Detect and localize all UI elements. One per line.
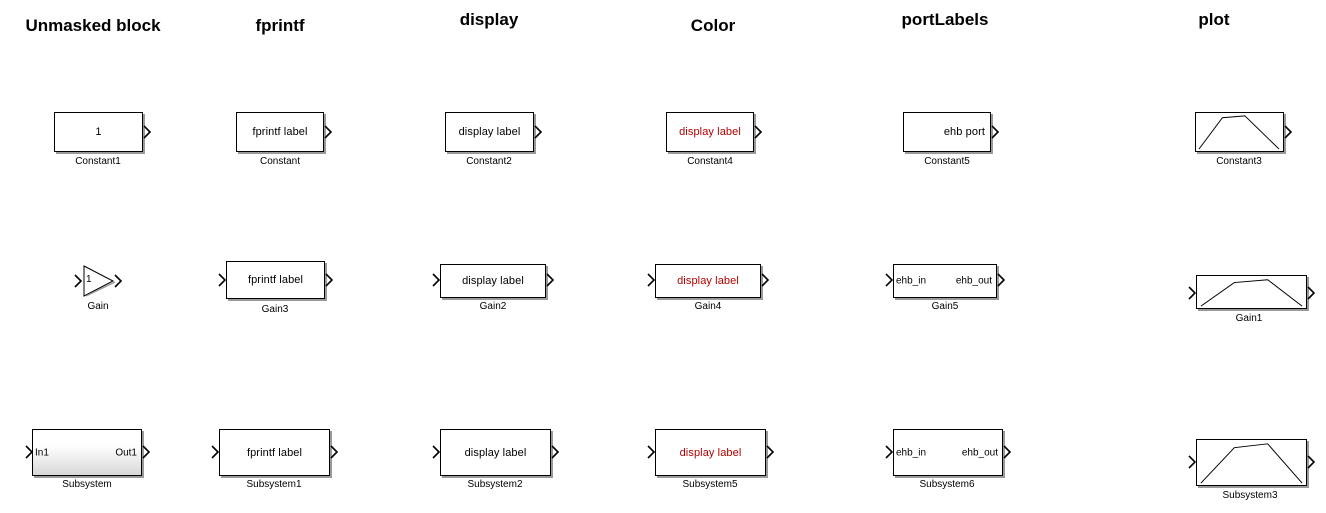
block-name[interactable]: Constant3 [1216, 156, 1262, 167]
block-name[interactable]: Gain4 [694, 301, 722, 312]
block-name[interactable]: Subsystem1 [246, 479, 302, 490]
block-subsystem2[interactable]: display label [440, 429, 551, 476]
block-constant[interactable]: fprintf label [236, 112, 324, 152]
input-port-icon[interactable] [218, 273, 227, 287]
heading-color: Color [690, 16, 736, 35]
block-text: 1 [95, 126, 102, 138]
block-text: display label [679, 126, 741, 138]
heading-plot: plot [1198, 10, 1230, 29]
plot-icon [1200, 279, 1303, 307]
block-gain4[interactable]: display label [655, 264, 761, 298]
output-port-icon[interactable] [330, 445, 339, 459]
output-port-label: Out1 [115, 447, 137, 458]
output-port-icon[interactable] [534, 125, 543, 139]
block-constant5[interactable]: ehb port [903, 112, 991, 152]
block-text: display label [458, 126, 521, 138]
block-name[interactable]: Gain1 [1235, 313, 1263, 324]
block-name[interactable]: Subsystem3 [1222, 490, 1278, 501]
input-port-icon[interactable] [211, 445, 220, 459]
heading-fprintf: fprintf [255, 16, 305, 35]
block-text: display label [462, 275, 524, 287]
block-gain2[interactable]: display label [440, 264, 546, 298]
block-constant4[interactable]: display label [666, 112, 754, 152]
output-port-icon[interactable] [997, 273, 1006, 287]
input-port-icon[interactable] [885, 445, 894, 459]
output-port-icon[interactable] [142, 445, 151, 459]
block-name[interactable]: Constant1 [75, 156, 121, 167]
block-name[interactable]: Gain3 [261, 304, 289, 315]
input-port-label: ehb_in [896, 447, 927, 458]
plot-icon [1200, 443, 1303, 484]
block-name[interactable]: Constant5 [924, 156, 970, 167]
output-port-icon[interactable] [551, 445, 560, 459]
input-port-icon[interactable] [74, 274, 83, 288]
block-name[interactable]: Gain [87, 301, 109, 312]
output-port-icon[interactable] [1284, 125, 1293, 139]
block-name[interactable]: Subsystem2 [467, 479, 523, 490]
input-port-icon[interactable] [885, 273, 894, 287]
block-gain1[interactable] [1196, 275, 1307, 309]
output-port-label: ehb_out [955, 275, 992, 287]
block-text: display label [677, 275, 739, 287]
block-constant3[interactable] [1195, 112, 1284, 152]
block-subsystem3[interactable] [1196, 439, 1307, 486]
block-subsystem5[interactable]: display label [655, 429, 766, 476]
block-name[interactable]: Subsystem5 [682, 479, 738, 490]
block-name[interactable]: Constant4 [687, 156, 733, 167]
input-port-icon[interactable] [432, 445, 441, 459]
output-port-icon[interactable] [754, 125, 763, 139]
block-subsystem6[interactable]: ehb_in ehb_out [893, 429, 1003, 476]
input-port-icon[interactable] [432, 273, 441, 287]
output-port-icon[interactable] [766, 445, 775, 459]
output-port-icon[interactable] [991, 125, 1000, 139]
output-port-icon[interactable] [1003, 445, 1012, 459]
gain-value: 1 [86, 274, 92, 285]
block-text: fprintf label [247, 274, 304, 286]
block-name[interactable]: Subsystem6 [919, 479, 975, 490]
output-port-icon[interactable] [761, 273, 770, 287]
block-subsystem1[interactable]: fprintf label [219, 429, 330, 476]
block-text: ehb port [943, 126, 985, 138]
block-text: display label [679, 446, 742, 459]
input-port-label: In1 [35, 447, 49, 458]
plot-icon [1198, 115, 1280, 150]
block-text: fprintf label [246, 446, 303, 459]
block-name[interactable]: Gain2 [479, 301, 507, 312]
heading-unmasked-block: Unmasked block [25, 16, 161, 35]
block-gain5[interactable]: ehb_in ehb_out [893, 264, 997, 298]
gain-triangle-icon[interactable] [82, 265, 123, 297]
heading-portlabels: portLabels [901, 10, 989, 29]
block-name[interactable]: Gain5 [931, 301, 959, 312]
input-port-icon[interactable] [1188, 286, 1197, 300]
output-port-icon[interactable] [325, 273, 334, 287]
output-port-icon[interactable] [324, 125, 333, 139]
input-port-icon[interactable] [1188, 455, 1197, 469]
output-port-icon[interactable] [143, 125, 152, 139]
input-port-icon[interactable] [647, 445, 656, 459]
block-name[interactable]: Subsystem [62, 479, 112, 490]
heading-display: display [459, 10, 519, 29]
block-text: display label [464, 446, 527, 459]
block-text: fprintf label [252, 126, 308, 138]
block-name[interactable]: Constant2 [466, 156, 512, 167]
block-constant2[interactable]: display label [445, 112, 534, 152]
output-port-icon[interactable] [1307, 286, 1316, 300]
block-name[interactable]: Constant [259, 156, 301, 167]
output-port-label: ehb_out [961, 447, 998, 458]
block-gain3[interactable]: fprintf label [226, 261, 325, 299]
input-port-label: ehb_in [896, 275, 927, 287]
output-port-icon[interactable] [546, 273, 555, 287]
output-port-icon[interactable] [1307, 455, 1316, 469]
block-constant1[interactable]: 1 [54, 112, 143, 152]
block-subsystem[interactable]: In1 Out1 [32, 429, 142, 476]
input-port-icon[interactable] [647, 273, 656, 287]
